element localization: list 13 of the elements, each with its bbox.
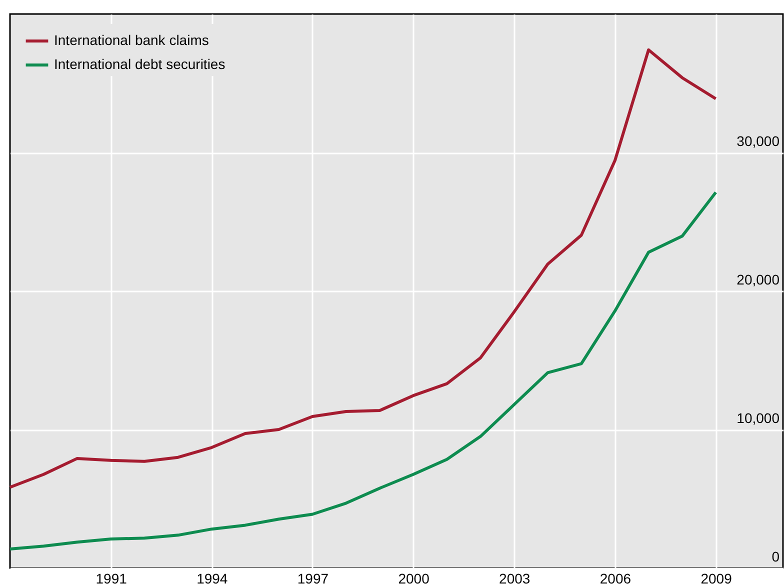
legend-label: International bank claims (54, 32, 209, 48)
x-tick-label: 1994 (196, 570, 228, 586)
x-tick-label: 2000 (398, 570, 430, 586)
x-tick-label: 1991 (96, 570, 128, 586)
x-tick-label: 1997 (297, 570, 329, 586)
legend-label: International debt securities (54, 56, 226, 72)
y-tick-label: 20,000 (736, 272, 780, 288)
x-tick-label: 2006 (600, 570, 632, 586)
y-tick-label: 0 (772, 548, 780, 564)
x-tick-label: 2003 (499, 570, 530, 586)
y-tick-label: 10,000 (736, 410, 780, 426)
x-tick-label: 2009 (700, 570, 732, 586)
y-tick-label: 30,000 (736, 133, 780, 149)
